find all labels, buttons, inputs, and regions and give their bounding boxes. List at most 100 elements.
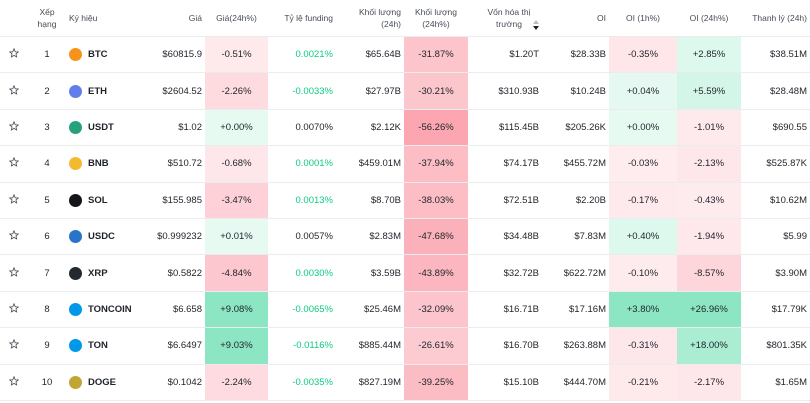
cell: +18.00% xyxy=(677,327,741,365)
column-header-text: OI (24h%) xyxy=(689,13,729,23)
cell-text: -30.21% xyxy=(418,85,454,97)
cell: $28.33B xyxy=(542,36,609,74)
symbol: TONCOIN xyxy=(88,303,132,315)
cell-text: 0.0070% xyxy=(295,121,333,133)
sort-icon[interactable] xyxy=(533,19,539,30)
cell: $28.48M xyxy=(741,72,810,110)
cell: -43.89% xyxy=(404,254,468,292)
symbol-wrap: BTC xyxy=(69,48,147,62)
cell-text: $6.6497 xyxy=(167,340,202,352)
cell: $72.51B xyxy=(468,182,542,219)
cell-text: +9.03% xyxy=(220,340,253,352)
cell-text: -0.51% xyxy=(221,49,252,61)
cell-text: $1.02 xyxy=(178,121,202,133)
coin-icon xyxy=(69,84,82,98)
coin-icon xyxy=(69,157,82,171)
coin-row[interactable]: 2 ETH $2604.52 -2.26% -0.0033% $27.97B -30.21%… xyxy=(0,72,810,110)
column-header: OI xyxy=(542,0,609,37)
symbol: ETH xyxy=(88,85,107,97)
cell-text: -4.84% xyxy=(221,267,252,279)
cell: $510.72 xyxy=(150,145,205,183)
column-header-text: Tỷ lệ funding xyxy=(284,13,333,23)
cell-text: -0.35% xyxy=(627,49,659,61)
cell: $60815.9 xyxy=(150,36,205,74)
cell-text: $2.20B xyxy=(575,194,606,206)
cell: 4 xyxy=(28,145,66,183)
cell-text: $27.97B xyxy=(365,85,401,97)
symbol-wrap: TONCOIN xyxy=(69,302,147,316)
cell: 2 xyxy=(28,72,66,110)
cell-text: $885.44M xyxy=(358,340,401,352)
coin-row[interactable]: 7 XRP $0.5822 -4.84% 0.0030% $3.59B -43.89% $32… xyxy=(0,254,810,292)
cell-text: $444.70M xyxy=(563,376,606,388)
favorite-star[interactable] xyxy=(8,157,20,168)
cell: -31.87% xyxy=(404,36,468,74)
cell-text: $455.72M xyxy=(563,158,606,170)
coin-row[interactable]: 3 USDT $1.02 +0.00% 0.0070% $2.12K -56.26% $115… xyxy=(0,109,810,147)
cell-text: 6 xyxy=(44,231,50,243)
cell: $205.26K xyxy=(542,109,609,147)
coin-row[interactable]: 1 BTC $60815.9 -0.51% 0.0021% $65.64B -31.87% $… xyxy=(0,36,810,74)
cell-text: -38.03% xyxy=(418,194,454,206)
cell: -2.17% xyxy=(677,364,741,401)
cell-text: $2.12K xyxy=(370,121,401,133)
cell-text: +0.04% xyxy=(626,85,660,97)
cell-text: $622.72M xyxy=(563,267,606,279)
column-header: OI (24h%) xyxy=(677,0,741,37)
coin-row[interactable]: 9 TON $6.6497 +9.03% -0.0116% $885.44M -26.61%… xyxy=(0,327,810,365)
cell-text: +26.96% xyxy=(690,303,728,315)
cell-text: -0.31% xyxy=(627,340,659,352)
symbol: BTC xyxy=(88,49,108,61)
coin-row[interactable]: 8 TONCOIN $6.658 +9.08% -0.0065% $25.46M -32.0… xyxy=(0,291,810,329)
cell-text: $2.83M xyxy=(369,231,401,243)
column-header[interactable]: Vốn hóa thị trường xyxy=(468,0,542,37)
favorite-star[interactable] xyxy=(8,193,20,204)
favorite-star[interactable] xyxy=(8,302,20,313)
cell: $1.65M xyxy=(741,364,810,401)
column-header-text: Khối lượng (24h) xyxy=(359,7,401,29)
cell-text: -31.87% xyxy=(418,49,454,61)
cell: BTC xyxy=(66,36,150,74)
cell: -0.0033% xyxy=(268,72,336,110)
cell: $6.6497 xyxy=(150,327,205,365)
cell: -3.47% xyxy=(205,182,268,219)
favorite-star[interactable] xyxy=(8,266,20,277)
favorite-star[interactable] xyxy=(8,339,20,350)
column-header-text: Vốn hóa thị trường xyxy=(487,7,531,29)
cell-text: +0.00% xyxy=(626,121,660,133)
cell-text: -0.0065% xyxy=(292,303,333,315)
favorite-star[interactable] xyxy=(8,375,20,386)
cell-text: $17.16M xyxy=(569,303,606,315)
cell-text: $205.26K xyxy=(565,121,606,133)
cell-text: -37.94% xyxy=(418,158,454,170)
symbol: SOL xyxy=(88,194,108,206)
cell-text: -0.0116% xyxy=(293,340,333,352)
coin-row[interactable]: 4 BNB $510.72 -0.68% 0.0001% $459.01M -37.94% $… xyxy=(0,145,810,183)
cell-text: $7.83M xyxy=(574,231,606,243)
favorite-star[interactable] xyxy=(8,47,20,58)
cell: $27.97B xyxy=(336,72,404,110)
cell: $10.24B xyxy=(542,72,609,110)
favorite-cell xyxy=(0,291,28,329)
cell: $10.62M xyxy=(741,182,810,219)
symbol-wrap: ETH xyxy=(69,84,147,98)
cell: -4.84% xyxy=(205,254,268,292)
coin-icon xyxy=(69,266,82,280)
coin-icon xyxy=(69,302,82,316)
cell: DOGE xyxy=(66,364,150,401)
coin-row[interactable]: 6 USDC $0.999232 +0.01% 0.0057% $2.83M -47.68%… xyxy=(0,218,810,256)
favorite-star[interactable] xyxy=(8,120,20,131)
column-header-text: Thanh lý (24h) xyxy=(752,13,807,23)
favorite-cell xyxy=(0,327,28,365)
favorite-star[interactable] xyxy=(8,84,20,95)
cell: $2.12K xyxy=(336,109,404,147)
cell-text: $1.20T xyxy=(509,49,539,61)
cell-text: -0.21% xyxy=(627,376,659,388)
favorite-star[interactable] xyxy=(8,229,20,240)
cell-text: +3.80% xyxy=(626,303,660,315)
coin-row[interactable]: 10 DOGE $0.1042 -2.24% -0.0035% $827.19M -39.2… xyxy=(0,364,810,401)
coin-row[interactable]: 5 SOL $155.985 -3.47% 0.0013% $8.70B -38.03% $7… xyxy=(0,182,810,219)
cell: -47.68% xyxy=(404,218,468,256)
cell: $65.64B xyxy=(336,36,404,74)
cell: -26.61% xyxy=(404,327,468,365)
